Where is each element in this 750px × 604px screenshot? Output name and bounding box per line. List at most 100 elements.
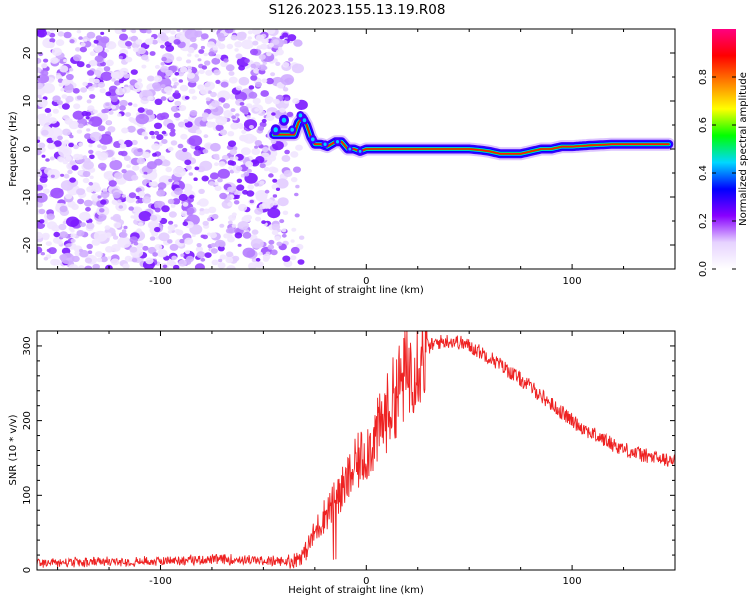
noise-speckle <box>117 113 122 117</box>
noise-speckle <box>37 192 48 203</box>
figure-title: S126.2023.155.13.19.R08 <box>269 2 446 18</box>
noise-speckle <box>246 115 251 119</box>
noise-speckle <box>37 67 42 73</box>
noise-speckle <box>100 71 113 82</box>
noise-speckle <box>208 181 215 186</box>
noise-speckle <box>58 157 65 163</box>
noise-speckle <box>290 239 295 243</box>
spectrogram-xtick-label: 0 <box>363 276 369 287</box>
noise-speckle <box>145 109 154 116</box>
noise-speckle <box>168 96 175 101</box>
colorbar-label: Normalized spectral amplitude <box>738 72 749 226</box>
noise-speckle <box>177 143 184 149</box>
noise-speckle <box>200 33 209 40</box>
noise-speckle <box>198 198 209 207</box>
noise-speckle <box>234 194 240 200</box>
noise-speckle <box>94 69 102 76</box>
noise-speckle <box>73 144 79 150</box>
noise-speckle <box>60 253 75 265</box>
noise-speckle <box>271 223 281 231</box>
noise-speckle <box>119 99 128 107</box>
noise-speckle <box>217 262 226 269</box>
noise-speckle <box>235 53 243 59</box>
noise-speckle <box>226 43 234 50</box>
noise-speckle <box>230 34 238 41</box>
noise-speckle <box>293 166 301 173</box>
noise-speckle <box>129 236 139 244</box>
noise-speckle <box>281 155 291 162</box>
noise-speckle <box>203 134 209 139</box>
noise-speckle <box>96 257 103 263</box>
noise-speckle <box>185 59 192 64</box>
noise-speckle <box>76 29 82 34</box>
noise-speckle <box>182 183 193 192</box>
noise-speckle <box>160 84 166 88</box>
noise-speckle <box>275 61 281 66</box>
noise-speckle <box>39 219 45 224</box>
noise-speckle <box>290 255 297 261</box>
noise-speckle <box>218 161 226 167</box>
noise-speckle <box>66 216 80 228</box>
noise-speckle <box>246 190 255 197</box>
noise-speckle <box>235 113 240 117</box>
noise-speckle <box>83 38 88 42</box>
noise-speckle <box>37 136 41 140</box>
noise-speckle <box>47 143 56 150</box>
noise-speckle <box>206 121 214 128</box>
noise-speckle <box>139 29 149 34</box>
noise-speckle <box>172 166 186 178</box>
noise-speckle <box>73 103 81 110</box>
noise-speckle <box>228 71 235 76</box>
noise-speckle <box>130 69 138 75</box>
noise-speckle <box>284 96 290 102</box>
noise-speckle <box>100 256 108 263</box>
noise-speckle <box>95 251 103 258</box>
noise-speckle <box>203 52 208 57</box>
noise-speckle <box>142 245 149 251</box>
noise-speckle <box>165 69 174 77</box>
noise-speckle <box>254 145 259 149</box>
noise-speckle <box>194 54 200 58</box>
noise-speckle <box>97 125 106 132</box>
noise-speckle <box>119 143 127 149</box>
noise-speckle <box>186 255 194 263</box>
noise-speckle <box>80 87 88 93</box>
noise-speckle <box>57 135 63 141</box>
signal-blob-core <box>290 127 295 132</box>
noise-speckle <box>119 33 128 41</box>
noise-speckle <box>182 147 188 153</box>
noise-speckle <box>80 42 86 47</box>
noise-speckle <box>281 228 287 233</box>
noise-speckle <box>218 43 226 50</box>
noise-speckle <box>221 200 233 209</box>
noise-speckle <box>160 35 169 42</box>
noise-speckle <box>97 195 102 199</box>
noise-speckle <box>238 65 246 71</box>
noise-speckle <box>210 100 220 108</box>
noise-speckle <box>162 264 168 269</box>
noise-speckle <box>215 124 224 132</box>
noise-speckle <box>118 55 123 60</box>
noise-speckle <box>184 29 199 40</box>
noise-speckle <box>218 97 226 103</box>
noise-speckle <box>82 81 88 87</box>
noise-speckle <box>174 187 183 195</box>
noise-speckle <box>251 229 259 235</box>
noise-speckle <box>41 129 49 136</box>
noise-speckle <box>111 199 119 206</box>
noise-speckle <box>183 119 189 123</box>
noise-speckle <box>141 131 148 137</box>
noise-speckle <box>283 170 293 177</box>
noise-speckle <box>101 145 107 151</box>
noise-speckle <box>125 41 132 47</box>
spectrogram-xtick-label: 100 <box>563 276 582 287</box>
noise-speckle <box>137 107 145 113</box>
noise-speckle <box>254 182 260 187</box>
noise-speckle <box>291 227 297 232</box>
noise-speckle <box>211 213 219 220</box>
noise-speckle <box>98 214 107 221</box>
noise-speckle <box>156 189 166 197</box>
noise-speckle <box>110 105 117 110</box>
noise-speckle <box>87 250 93 254</box>
